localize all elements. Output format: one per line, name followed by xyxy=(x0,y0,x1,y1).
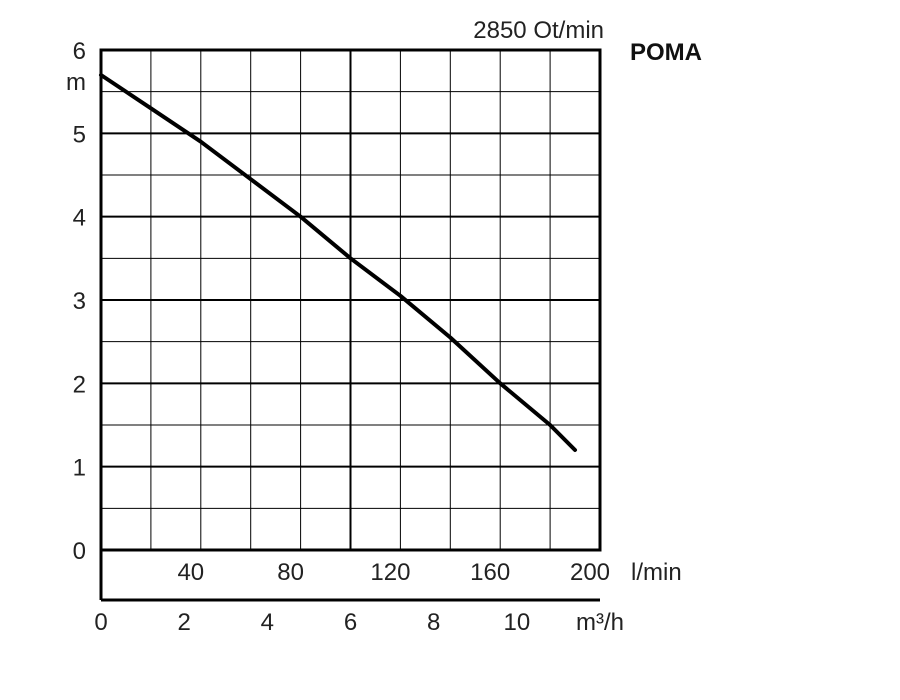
y-tick-label: 4 xyxy=(73,205,86,232)
y-tick-label: 2 xyxy=(73,371,86,398)
m3h-unit-label: m³/h xyxy=(576,609,624,636)
lpm-tick-label: 160 xyxy=(470,559,510,586)
lpm-tick-label: 120 xyxy=(370,559,410,586)
brand-label: POMA xyxy=(630,39,702,66)
m3h-tick-label: 0 xyxy=(94,609,107,636)
m3h-tick-label: 6 xyxy=(344,609,357,636)
y-tick-label: 5 xyxy=(73,121,86,148)
speed-label: 2850 Ot/min xyxy=(473,17,604,44)
m3h-tick-label: 10 xyxy=(503,609,530,636)
y-tick-label: 1 xyxy=(73,455,86,482)
head-flow-curve xyxy=(99,73,577,452)
lpm-tick-label: 80 xyxy=(277,559,304,586)
y-tick-label: 6 xyxy=(73,38,86,65)
m3h-tick-label: 4 xyxy=(261,609,274,636)
y-tick-label: 3 xyxy=(73,288,86,315)
y-axis-label: m xyxy=(66,69,86,96)
lpm-tick-label: 40 xyxy=(177,559,204,586)
m3h-tick-label: 2 xyxy=(177,609,190,636)
lpm-tick-label: 200 xyxy=(570,559,610,586)
m3h-tick-labels: 0 2 4 6 8 10 xyxy=(94,609,530,636)
y-tick-labels: 0 1 2 3 4 5 6 xyxy=(73,38,86,565)
lpm-unit-label: l/min xyxy=(631,559,682,586)
lpm-tick-labels: 40 80 120 160 200 xyxy=(177,559,610,586)
plot-frame xyxy=(99,48,602,552)
m3h-tick-label: 8 xyxy=(427,609,440,636)
y-tick-label: 0 xyxy=(73,538,86,565)
